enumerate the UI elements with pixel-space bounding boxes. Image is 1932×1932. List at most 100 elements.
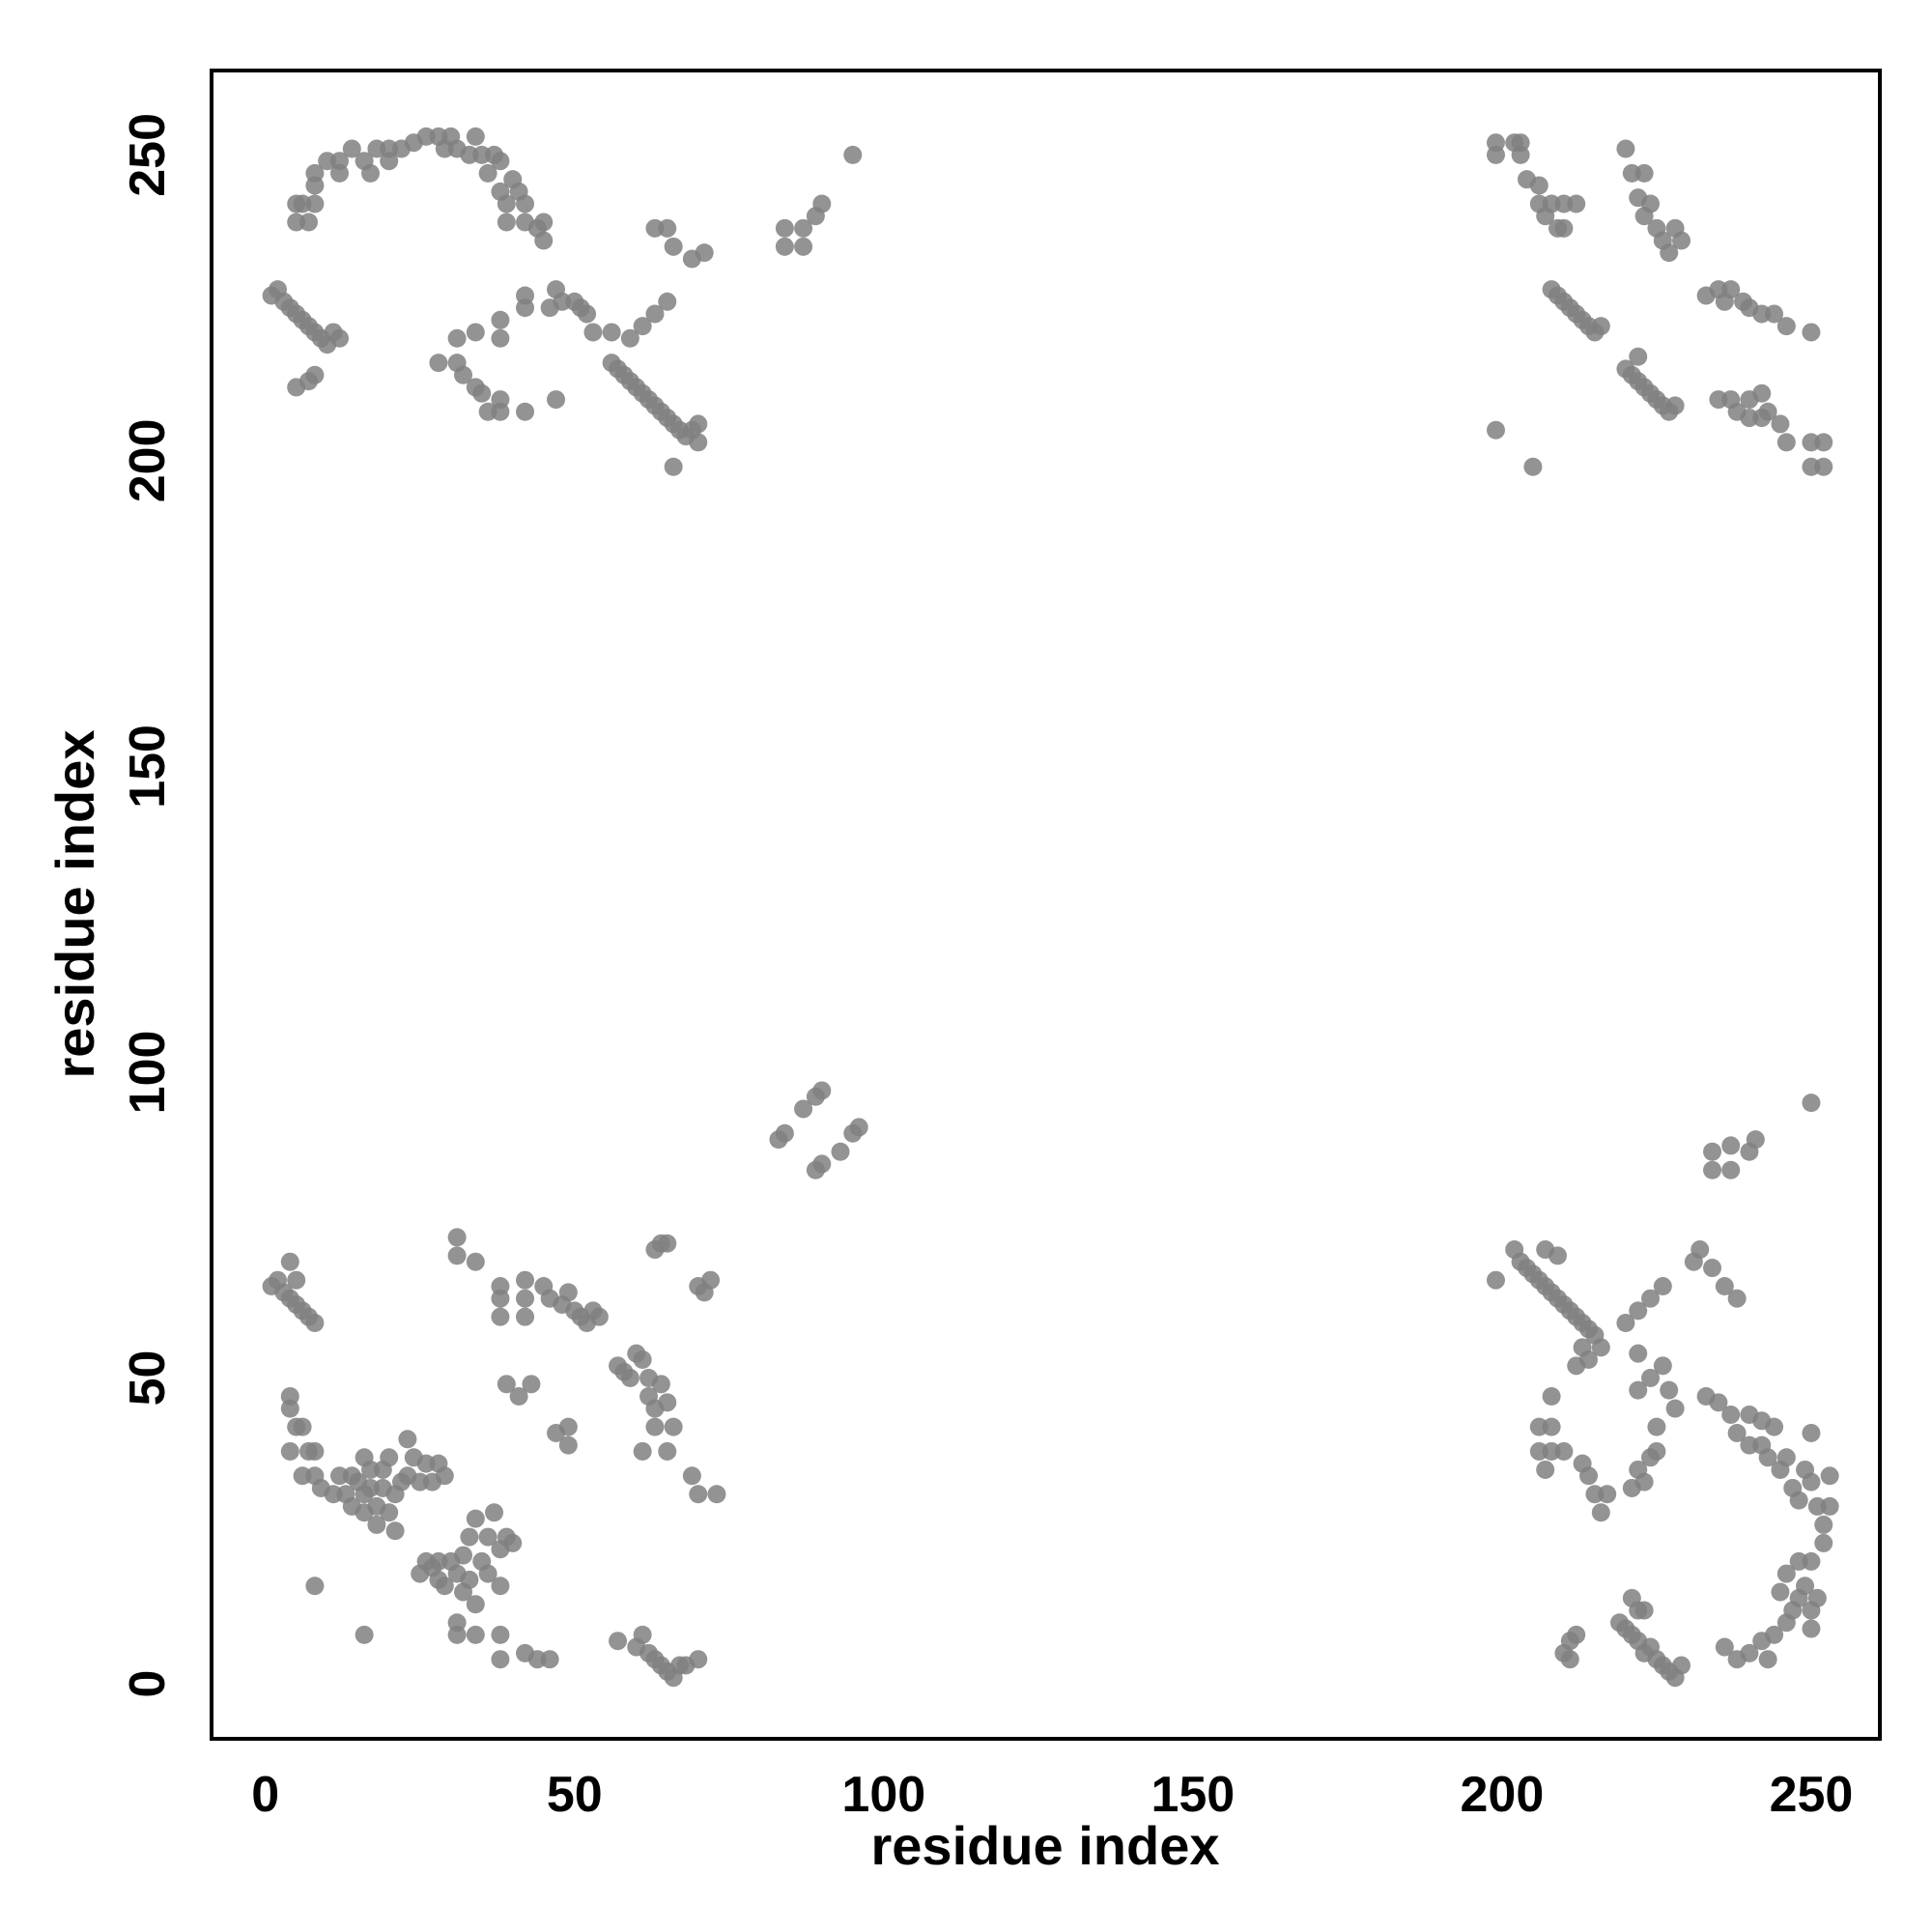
point bbox=[398, 1430, 417, 1449]
point bbox=[664, 1417, 683, 1436]
point bbox=[1567, 1625, 1586, 1644]
point bbox=[1789, 1491, 1808, 1510]
point bbox=[1776, 317, 1796, 336]
point bbox=[645, 304, 665, 324]
point bbox=[1560, 1650, 1579, 1669]
point bbox=[775, 218, 794, 238]
point bbox=[367, 1515, 386, 1534]
point bbox=[1703, 1160, 1722, 1179]
point bbox=[645, 1417, 665, 1436]
point bbox=[1771, 1582, 1790, 1602]
point bbox=[1752, 1632, 1772, 1651]
y-tick-label: 100 bbox=[120, 1031, 176, 1115]
point bbox=[695, 243, 714, 263]
point bbox=[1765, 1417, 1784, 1436]
point bbox=[447, 328, 467, 348]
point bbox=[540, 1650, 559, 1669]
point bbox=[305, 194, 325, 213]
point bbox=[1616, 1314, 1635, 1333]
point bbox=[658, 1234, 677, 1253]
point bbox=[1665, 396, 1685, 415]
point bbox=[305, 163, 325, 183]
point bbox=[1802, 1094, 1821, 1113]
point bbox=[1486, 420, 1505, 440]
point bbox=[516, 1289, 535, 1308]
x-axis-title: residue index bbox=[870, 1815, 1219, 1876]
point bbox=[1511, 145, 1530, 164]
point bbox=[429, 354, 448, 373]
point bbox=[1653, 1356, 1672, 1376]
point bbox=[447, 1246, 467, 1265]
point bbox=[460, 1527, 479, 1547]
point bbox=[466, 1509, 485, 1528]
point bbox=[1814, 457, 1833, 476]
point bbox=[280, 1252, 299, 1271]
point bbox=[509, 1386, 528, 1406]
point bbox=[1752, 384, 1772, 403]
point bbox=[664, 457, 683, 476]
point bbox=[485, 1503, 504, 1522]
point bbox=[454, 365, 473, 384]
y-axis-title: residue index bbox=[44, 729, 105, 1078]
point bbox=[497, 213, 516, 232]
y-tick-label: 200 bbox=[120, 419, 176, 503]
point bbox=[620, 1368, 639, 1387]
point bbox=[330, 328, 350, 348]
point bbox=[1629, 1301, 1648, 1321]
point bbox=[775, 1123, 794, 1143]
y-tick-label: 150 bbox=[120, 724, 176, 809]
point bbox=[620, 328, 639, 348]
point bbox=[342, 139, 361, 158]
point bbox=[1629, 1344, 1648, 1363]
point bbox=[435, 1466, 454, 1486]
x-tick-label: 200 bbox=[1461, 1767, 1545, 1823]
point bbox=[380, 1503, 399, 1522]
point bbox=[1814, 1515, 1833, 1534]
point bbox=[1647, 1441, 1666, 1461]
point bbox=[1802, 1423, 1821, 1442]
point bbox=[534, 213, 554, 232]
point bbox=[558, 1417, 578, 1436]
point bbox=[794, 1099, 813, 1119]
x-tick-label: 150 bbox=[1151, 1767, 1235, 1823]
point bbox=[1820, 1466, 1839, 1486]
point bbox=[633, 1441, 652, 1461]
point bbox=[491, 152, 510, 171]
point bbox=[466, 1252, 485, 1271]
point bbox=[1721, 1160, 1741, 1179]
point bbox=[1486, 1270, 1505, 1290]
point bbox=[355, 1625, 374, 1644]
point bbox=[1765, 304, 1784, 324]
point bbox=[689, 1485, 708, 1504]
x-tick-label: 100 bbox=[841, 1767, 925, 1823]
point bbox=[280, 1399, 299, 1418]
point bbox=[1820, 1496, 1839, 1516]
x-tick-label: 250 bbox=[1770, 1767, 1854, 1823]
point bbox=[633, 317, 652, 336]
point bbox=[1807, 1588, 1827, 1607]
x-tick-label: 0 bbox=[251, 1767, 279, 1823]
point bbox=[516, 1307, 535, 1326]
point bbox=[689, 414, 708, 434]
point bbox=[1660, 243, 1679, 263]
point bbox=[478, 163, 497, 183]
point bbox=[305, 365, 325, 384]
point bbox=[330, 163, 350, 183]
point bbox=[1616, 139, 1635, 158]
point bbox=[491, 1625, 510, 1644]
point bbox=[1622, 1588, 1641, 1607]
point bbox=[578, 304, 597, 324]
point bbox=[1727, 1289, 1747, 1308]
point bbox=[491, 310, 510, 329]
point bbox=[794, 237, 813, 256]
x-tick-label: 50 bbox=[547, 1767, 603, 1823]
y-tick-label: 0 bbox=[120, 1670, 176, 1698]
point bbox=[305, 1441, 325, 1461]
point bbox=[1529, 176, 1548, 195]
point bbox=[1814, 433, 1833, 452]
point bbox=[1591, 1338, 1610, 1357]
point bbox=[1752, 409, 1772, 428]
point bbox=[1758, 1650, 1777, 1669]
point bbox=[547, 280, 566, 299]
